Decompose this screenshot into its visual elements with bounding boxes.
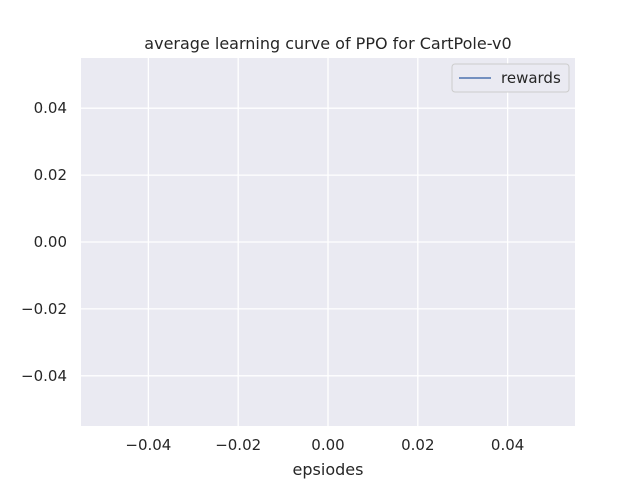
y-tick-label: −0.02 — [21, 300, 67, 318]
y-tick-label: −0.04 — [21, 367, 67, 385]
y-tick-label: 0.02 — [34, 166, 67, 184]
x-tick-label: −0.04 — [125, 436, 171, 454]
legend: rewards — [451, 63, 570, 93]
grid — [81, 58, 575, 426]
y-tick-label: 0.04 — [34, 99, 67, 117]
x-tick-labels: −0.04 −0.02 0.00 0.02 0.04 — [125, 436, 524, 454]
legend-box — [451, 63, 570, 93]
y-tick-label: 0.00 — [34, 233, 67, 251]
y-tick-labels: 0.04 0.02 0.00 −0.02 −0.04 — [21, 99, 67, 385]
x-axis-label: epsiodes — [293, 460, 364, 479]
x-tick-label: 0.00 — [311, 436, 344, 454]
x-tick-label: 0.04 — [491, 436, 524, 454]
chart-title: average learning curve of PPO for CartPo… — [144, 34, 511, 53]
x-tick-label: 0.02 — [401, 436, 434, 454]
x-tick-label: −0.02 — [215, 436, 261, 454]
legend-label-rewards: rewards — [501, 69, 561, 87]
